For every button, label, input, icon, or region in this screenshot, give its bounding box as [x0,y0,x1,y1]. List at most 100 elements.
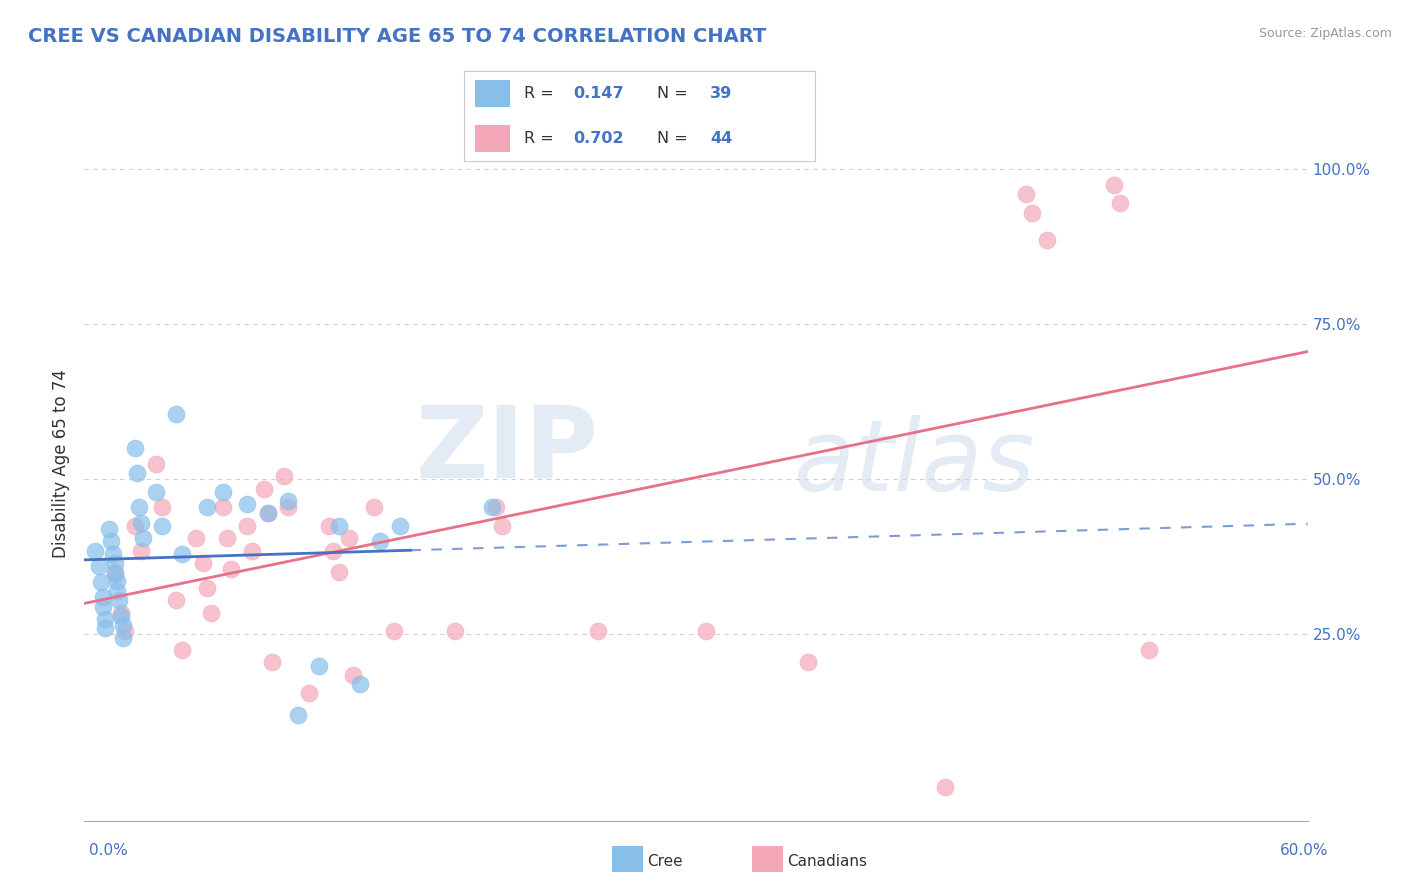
Point [236,497,259,511]
Point [339,531,360,545]
Point [257,507,280,521]
Point [260,656,283,670]
Point [328,566,350,580]
Point [165,593,187,607]
Text: atlas: atlas [794,416,1035,512]
FancyBboxPatch shape [475,80,510,107]
Point [172,547,194,561]
Text: R =: R = [524,87,558,101]
Text: Canadians: Canadians [787,855,868,869]
Point [277,494,299,508]
Point [253,482,276,496]
Point [444,624,467,639]
Point [212,484,235,499]
Point [273,469,295,483]
Point [797,656,820,670]
Point [108,593,131,607]
Point [112,618,135,632]
Y-axis label: Disability Age 65 to 74: Disability Age 65 to 74 [52,369,70,558]
Text: Cree: Cree [647,855,682,869]
Point [124,519,146,533]
Point [101,547,124,561]
Point [93,621,115,635]
Point [104,566,127,580]
Point [1109,196,1132,211]
Point [104,556,127,570]
Point [195,500,218,515]
Point [389,519,412,533]
Text: N =: N = [658,87,693,101]
Point [91,591,114,605]
Point [191,556,214,570]
Point [165,407,187,421]
Point [93,612,115,626]
Point [127,466,149,480]
Point [287,708,309,723]
Point [172,643,194,657]
Point [318,519,340,533]
Point [217,531,239,545]
Text: N =: N = [658,131,693,145]
Point [105,584,128,599]
Point [145,484,167,499]
Point [110,606,132,620]
Point [131,543,153,558]
Text: 0.147: 0.147 [574,87,624,101]
Point [1035,234,1057,248]
Point [87,559,110,574]
Point [322,543,344,558]
Point [128,500,150,515]
Point [150,500,173,515]
Point [195,581,218,595]
Text: CREE VS CANADIAN DISABILITY AGE 65 TO 74 CORRELATION CHART: CREE VS CANADIAN DISABILITY AGE 65 TO 74… [28,27,766,45]
Point [934,780,956,794]
Point [212,500,235,515]
Point [186,531,208,545]
Point [110,608,132,623]
Text: 60.0%: 60.0% [1281,843,1329,858]
Point [349,677,371,691]
Point [131,516,153,530]
Point [328,519,350,533]
Text: R =: R = [524,131,558,145]
Point [308,658,330,673]
Text: Source: ZipAtlas.com: Source: ZipAtlas.com [1258,27,1392,40]
Point [236,519,259,533]
Point [1137,643,1160,657]
Point [695,624,717,639]
Point [240,543,263,558]
Point [219,562,242,576]
Point [150,519,173,533]
Point [1021,205,1043,219]
Point [91,599,114,614]
Text: 44: 44 [710,131,733,145]
Point [382,624,405,639]
Point [90,574,112,589]
Point [112,631,135,645]
Point [200,606,222,620]
Point [481,500,503,515]
Point [1015,186,1038,201]
FancyBboxPatch shape [475,125,510,152]
Point [491,519,513,533]
Point [132,531,155,545]
Point [363,500,385,515]
Text: 0.0%: 0.0% [89,843,128,858]
Point [485,500,508,515]
Point [586,624,609,639]
Point [342,668,364,682]
Point [97,522,120,536]
Point [368,534,391,549]
Text: ZIP: ZIP [415,401,598,498]
Point [114,624,136,639]
Point [105,574,128,588]
Text: 39: 39 [710,87,733,101]
Point [1102,178,1125,192]
Point [257,507,280,521]
Text: 0.702: 0.702 [574,131,624,145]
Point [277,500,299,515]
Point [100,534,122,549]
Point [83,543,105,558]
Point [145,457,167,471]
Point [124,442,146,456]
